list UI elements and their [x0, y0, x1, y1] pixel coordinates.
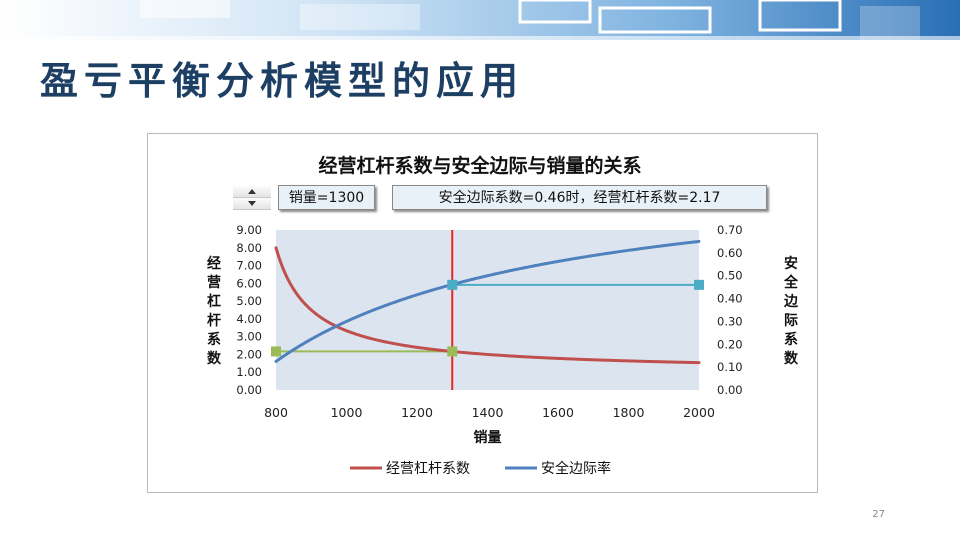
leverage-guide-start-marker [271, 346, 281, 357]
header-banner [0, 0, 960, 40]
y-right-tick-label: 0.60 [717, 246, 743, 260]
plot-area [276, 230, 699, 390]
y-right-tick-label: 0.70 [717, 223, 743, 237]
y-right-axis-title-char: 系 [784, 331, 798, 348]
x-tick-label: 1000 [331, 405, 363, 420]
sales-display: 销量=1300 [278, 185, 375, 210]
legend-leverage-label: 经营杠杆系数 [386, 461, 470, 477]
y-left-axis-title-char: 营 [207, 274, 221, 291]
y-left-tick-label: 7.00 [236, 259, 262, 273]
x-axis-title: 销量 [474, 429, 502, 446]
y-left-tick-label: 1.00 [236, 365, 262, 379]
spinner-up-button[interactable] [233, 186, 271, 198]
margin-series-line [274, 239, 701, 363]
y-left-axis-title-char: 数 [207, 350, 222, 367]
y-right-axis-title-char: 数 [784, 350, 799, 367]
x-tick-label: 1600 [542, 405, 574, 420]
arrow-up-icon [248, 189, 256, 194]
y-left-tick-label: 6.00 [236, 276, 262, 290]
y-right-tick-label: 0.40 [717, 292, 743, 306]
x-tick-label: 1200 [401, 405, 433, 420]
slide-title: 盈亏平衡分析模型的应用 [40, 58, 525, 103]
y-right-axis-title-char: 际 [784, 313, 798, 329]
margin-current-marker [447, 279, 458, 290]
y-right-tick-label: 0.30 [717, 314, 743, 328]
y-left-tick-label: 5.00 [236, 294, 262, 308]
y-left-tick-label: 0.00 [236, 383, 262, 397]
y-right-axis-title-char: 安 [784, 255, 798, 272]
y-left-tick-label: 3.00 [236, 330, 262, 344]
y-right-tick-label: 0.20 [717, 337, 743, 351]
x-tick-label: 800 [264, 405, 288, 420]
y-left-tick-label: 9.00 [236, 223, 262, 237]
margin-guide-end-marker [694, 279, 704, 290]
arrow-down-icon [248, 201, 256, 206]
leverage-current-marker [447, 346, 458, 357]
y-right-tick-label: 0.00 [717, 383, 743, 397]
y-left-tick-label: 4.00 [236, 312, 262, 326]
y-left-axis-title-char: 系 [207, 331, 221, 348]
spinner-down-button[interactable] [233, 198, 271, 210]
y-left-tick-label: 8.00 [236, 241, 262, 255]
chart-title: 经营杠杆系数与安全边际与销量的关系 [318, 155, 642, 177]
x-tick-label: 1400 [472, 405, 504, 420]
x-tick-label: 2000 [683, 405, 715, 420]
y-right-tick-label: 0.50 [717, 269, 743, 283]
legend-margin-label: 安全边际率 [541, 460, 611, 477]
leverage-series-line [274, 246, 701, 365]
y-right-axis-title-char: 全 [783, 274, 799, 291]
y-left-axis-title-char: 杆 [207, 312, 221, 329]
y-right-axis-title-char: 边 [783, 294, 799, 310]
x-tick-label: 1800 [613, 405, 645, 420]
y-left-axis-title-char: 杠 [207, 293, 221, 310]
margin-leverage-display: 安全边际系数=0.46时，经营杠杆系数=2.17 [392, 185, 767, 210]
y-right-tick-label: 0.10 [717, 360, 743, 374]
y-left-tick-label: 2.00 [236, 347, 262, 361]
sales-spinner[interactable] [233, 186, 271, 210]
page-number: 27 [872, 509, 885, 520]
y-left-axis-title-char: 经 [207, 255, 221, 272]
